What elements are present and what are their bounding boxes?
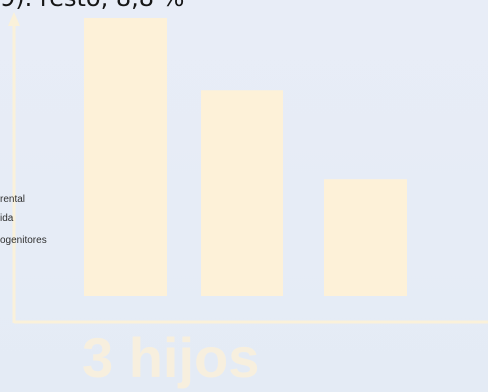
legend-item-ida: ida [0,213,14,224]
top-caption: 9). resto, 8,8 % [0,0,184,10]
bar-1 [84,18,167,296]
bar-3 [324,179,407,296]
legend-item-ogenitores: ogenitores [0,235,47,246]
bar-2 [201,90,283,296]
chart-title: 3 hijos [82,326,260,389]
legend-item-rental: rental [0,194,26,205]
chart-bars [84,18,407,296]
y-axis-arrow [8,12,20,26]
chart-axes [8,12,488,324]
